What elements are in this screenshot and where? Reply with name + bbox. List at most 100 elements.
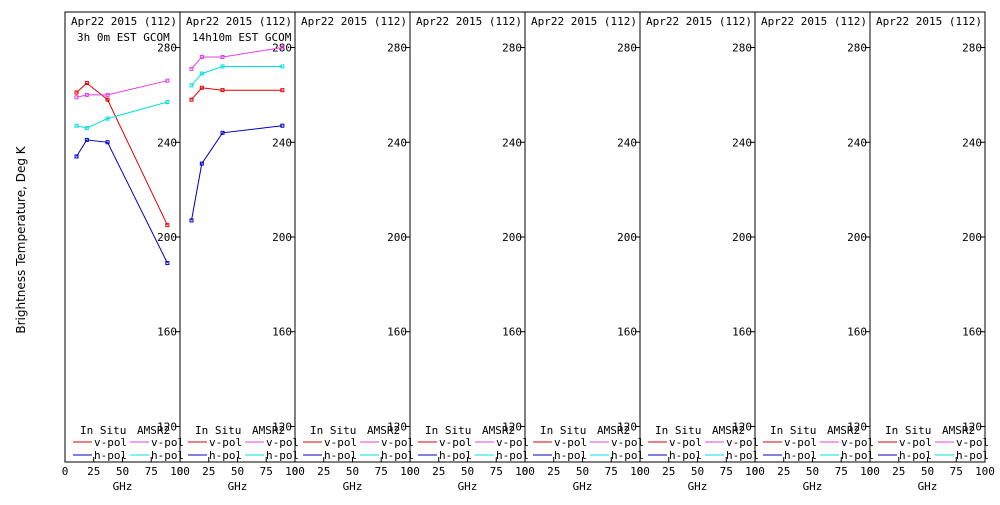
legend-insitu-vpol: v-pol [899,436,932,449]
legend-amsr2-vpol: v-pol [381,436,414,449]
y-tick-label: 200 [617,231,637,244]
x-tick-label: 50 [921,465,934,478]
y-tick-label: 280 [502,42,522,55]
legend-in-situ: In Situ [195,424,241,437]
x-tick-label: 25 [547,465,560,478]
x-tick-label: 25 [777,465,790,478]
y-tick-label: 200 [272,231,292,244]
x-tick-label: 0 [522,465,529,478]
x-tick-label: 25 [662,465,675,478]
legend-amsr2-vpol: v-pol [956,436,989,449]
x-axis-label: GHz [688,480,708,493]
x-tick-label: 0 [867,465,874,478]
y-tick-label: 120 [847,420,867,433]
legend-amsr2-hpol: h-pol [381,449,414,462]
x-tick-label: 0 [62,465,69,478]
legend-insitu-vpol: v-pol [784,436,817,449]
x-tick-label: 50 [691,465,704,478]
data-point [280,45,285,50]
legend-in-situ: In Situ [310,424,356,437]
legend-amsr2-hpol: h-pol [841,449,874,462]
data-point [220,55,225,59]
data-point [84,81,89,86]
legend-amsr2: AMSR2 [942,424,975,437]
x-tick-label: 50 [461,465,474,478]
data-point [165,78,170,83]
data-point [280,123,285,128]
x-tick-label: 0 [177,465,184,478]
legend-amsr2: AMSR2 [367,424,400,437]
legend-in-situ: In Situ [655,424,701,437]
x-tick-label: 75 [260,465,273,478]
y-tick-label: 200 [847,231,867,244]
x-axis-label: GHz [458,480,478,493]
data-point [280,88,285,93]
data-point [199,161,204,166]
legend-amsr2-hpol: h-pol [726,449,759,462]
data-point [165,223,170,228]
data-point [165,261,170,266]
y-tick-label: 120 [387,420,407,433]
panel-title: Apr22 2015 (112) [531,15,637,28]
x-tick-label: 50 [116,465,129,478]
x-tick-label: 100 [860,465,880,478]
data-point [105,97,110,102]
panel-subtitle: 3h 0m EST GCOM [77,31,170,44]
y-tick-label: 200 [962,231,982,244]
panel-subtitle: 14h10m EST GCOM [192,31,292,44]
x-tick-label: 75 [490,465,503,478]
legend-amsr2-vpol: v-pol [841,436,874,449]
x-tick-label: 25 [892,465,905,478]
y-tick-label: 240 [847,136,867,149]
legend-amsr2: AMSR2 [137,424,170,437]
panel-4: 280 240 200 160 120 0 25 50 75 100 GHz Apr22 2015 (… [407,11,535,493]
x-tick-label: 50 [231,465,244,478]
y-tick-label: 200 [157,231,177,244]
legend-amsr2: AMSR2 [827,424,860,437]
legend-amsr2: AMSR2 [712,424,745,437]
data-point [74,90,79,95]
data-point [199,85,204,90]
series-line-amsr2-v-pol [76,80,168,98]
series-line-in-situ-h-pol [76,139,168,264]
panel-title: Apr22 2015 (112) [71,15,177,28]
series-line-amsr2-h-pol [76,101,168,129]
y-tick-label: 280 [387,42,407,55]
legend-insitu-vpol: v-pol [324,436,357,449]
data-point [105,140,110,145]
legend-amsr2-hpol: h-pol [956,449,989,462]
legend-in-situ: In Situ [770,424,816,437]
data-point [105,116,110,121]
y-tick-label: 160 [847,326,867,339]
x-tick-label: 0 [407,465,414,478]
x-tick-label: 75 [145,465,158,478]
legend-insitu-vpol: v-pol [554,436,587,449]
panel-3: 280 240 200 160 120 0 25 50 75 100 GHz Apr22 2015 (… [292,11,420,493]
y-tick-label: 280 [847,42,867,55]
x-tick-label: 25 [317,465,330,478]
legend-insitu-hpol: h-pol [669,449,702,462]
y-tick-label: 120 [732,420,752,433]
y-tick-label: 120 [502,420,522,433]
y-tick-label: 200 [732,231,752,244]
legend-amsr2-vpol: v-pol [611,436,644,449]
y-tick-label: 160 [962,326,982,339]
data-point [199,71,204,76]
x-tick-label: 100 [400,465,420,478]
legend-insitu-hpol: h-pol [784,449,817,462]
x-tick-label: 0 [637,465,644,478]
data-point [189,218,194,223]
legend-insitu-hpol: h-pol [554,449,587,462]
panel-5: 280 240 200 160 120 0 25 50 75 100 GHz Apr22 2015 (… [522,11,650,493]
x-tick-label: 75 [835,465,848,478]
x-axis-label: GHz [228,480,248,493]
panel-6: 280 240 200 160 120 0 25 50 75 100 GHz Apr22 2015 (… [637,11,765,493]
y-tick-label: 240 [617,136,637,149]
x-tick-label: 100 [170,465,190,478]
legend-amsr2: AMSR2 [482,424,515,437]
x-tick-label: 50 [346,465,359,478]
panel-title: Apr22 2015 (112) [876,15,982,28]
